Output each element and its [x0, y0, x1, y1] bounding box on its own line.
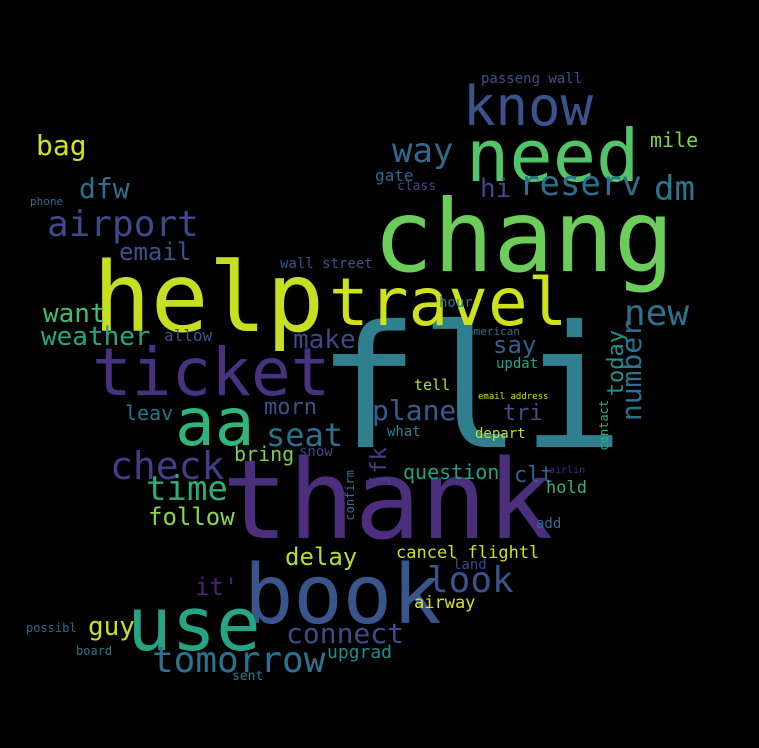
word-email-address: email address: [478, 392, 549, 402]
word-thank: thank: [222, 436, 554, 564]
word-board: board: [76, 644, 113, 658]
word-time: time: [146, 469, 228, 509]
word-airport: airport: [47, 204, 199, 245]
word-tomorrow: tomorrow: [152, 640, 326, 681]
word-know: know: [463, 75, 594, 138]
word-tri: tri: [503, 401, 543, 426]
word-phone: phone: [30, 195, 64, 208]
word-depart: depart: [475, 426, 526, 442]
word-way: way: [392, 131, 454, 171]
word-american: american: [467, 325, 520, 338]
word-leav: leav: [125, 401, 174, 425]
word-clt: clt: [514, 463, 554, 488]
word-hold: hold: [546, 478, 587, 498]
word-delay: delay: [285, 543, 358, 571]
word-upgrad: upgrad: [327, 642, 393, 663]
word-look: look: [427, 560, 514, 601]
word-plane: plane: [372, 394, 457, 427]
word-morn: morn: [264, 395, 317, 420]
word-follow: follow: [148, 503, 235, 531]
word-passeng-wall: passeng wall: [481, 71, 583, 87]
word-possibl: possibl: [26, 621, 77, 635]
word-want: want: [43, 299, 106, 329]
word-allow: allow: [164, 326, 213, 345]
word-fli: fli: [317, 290, 625, 488]
word-bring: bring: [234, 442, 295, 466]
word-it: it': [195, 573, 239, 601]
word-dm: dm: [654, 169, 695, 209]
word-airway: airway: [414, 593, 476, 613]
word-reserv: reserv: [519, 164, 642, 204]
word-chang: chang: [373, 178, 675, 295]
word-updat: updat: [496, 356, 539, 372]
word-contact: contact: [597, 400, 611, 451]
word-use: use: [127, 582, 261, 668]
word-hour: hour: [439, 295, 473, 311]
word-connect: connect: [286, 617, 405, 650]
word-what: what: [387, 424, 421, 440]
word-bag: bag: [36, 129, 87, 162]
word-wall-street: wall street: [280, 256, 373, 272]
word-email: email: [119, 238, 192, 266]
word-aa: aa: [175, 384, 255, 461]
word-travel: travel: [329, 264, 568, 341]
word-airlin: airlin: [549, 465, 586, 476]
word-make: make: [293, 325, 356, 355]
word-add: add: [536, 516, 562, 532]
word-gate: gate: [375, 166, 414, 185]
word-land: land: [453, 557, 487, 573]
word-cancel-flightl: cancel flightl: [396, 543, 540, 563]
word-hi: hi: [480, 174, 512, 204]
word-weather: weather: [41, 322, 151, 352]
word-need: need: [466, 114, 640, 198]
word-new: new: [624, 293, 690, 334]
word-tell: tell: [414, 376, 451, 394]
word-help: help: [93, 242, 325, 354]
word-question: question: [403, 460, 500, 484]
word-class: class: [397, 179, 437, 194]
word-ticket: ticket: [92, 334, 331, 411]
word-today: today: [604, 330, 629, 397]
word-jfk: jfk: [367, 447, 392, 487]
word-snow: snow: [299, 444, 333, 460]
word-check: check: [110, 444, 225, 488]
word-mile: mile: [650, 128, 699, 152]
word-confirm: confirm: [343, 470, 357, 521]
word-sent: sent: [232, 669, 264, 684]
word-say: say: [493, 331, 537, 359]
word-dfw: dfw: [79, 172, 130, 205]
word-guy: guy: [88, 612, 135, 642]
word-book: book: [244, 548, 442, 643]
word-seat: seat: [266, 416, 344, 454]
